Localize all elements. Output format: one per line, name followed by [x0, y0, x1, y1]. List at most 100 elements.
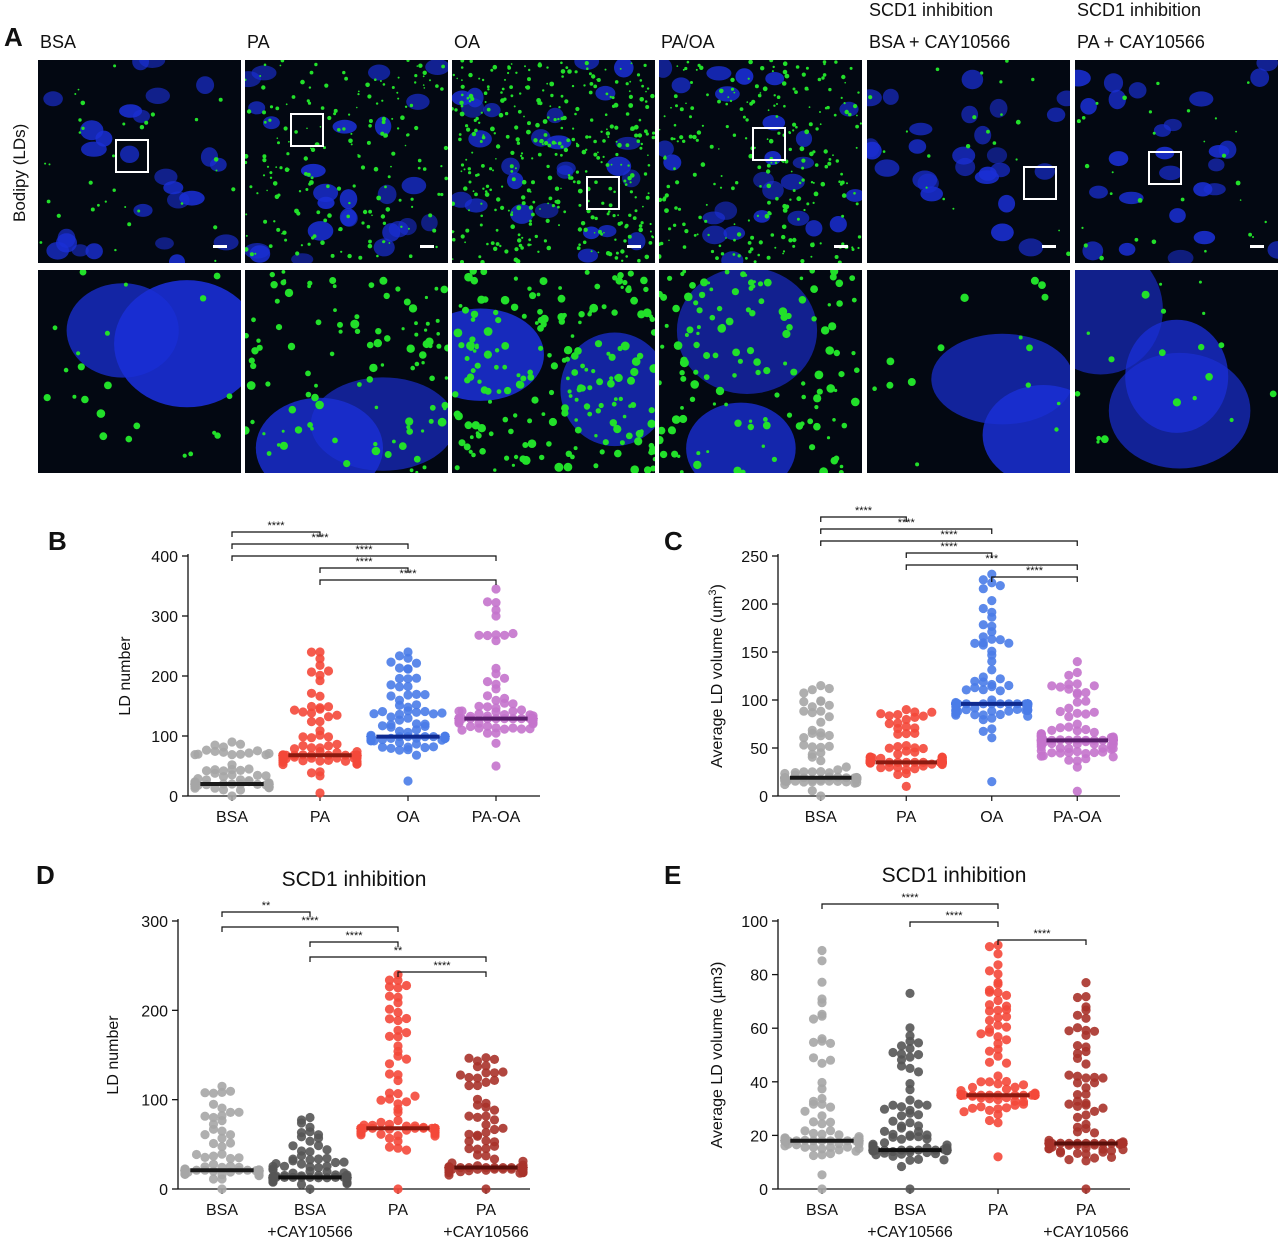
data-point: [1081, 1089, 1091, 1099]
lipid-droplet: [748, 279, 755, 286]
lipid-droplet: [88, 180, 93, 185]
nucleus: [300, 163, 326, 178]
lipid-droplet: [518, 243, 523, 248]
data-point: [386, 657, 396, 667]
data-point: [489, 1054, 500, 1064]
lipid-droplet: [124, 206, 127, 208]
column-label-line1: SCD1 inhibition: [1077, 0, 1202, 20]
lipid-droplet: [400, 115, 405, 120]
data-point: [474, 709, 484, 719]
data-point: [854, 1143, 864, 1154]
lipid-droplet: [371, 446, 381, 456]
lipid-droplet: [798, 296, 807, 304]
data-point: [440, 732, 450, 742]
lipid-droplet: [905, 130, 908, 133]
data-point: [217, 1116, 227, 1126]
data-point: [464, 1129, 474, 1139]
lipid-droplet: [350, 143, 353, 146]
lipid-droplet: [717, 99, 721, 104]
lipid-droplet: [788, 147, 792, 152]
lipid-droplet: [857, 91, 860, 94]
lipid-droplet: [786, 324, 793, 331]
data-point: [799, 706, 809, 716]
lipid-droplet: [682, 245, 687, 249]
data-point: [315, 788, 325, 798]
data-point: [816, 681, 826, 691]
lipid-droplet: [284, 167, 290, 172]
significance-bracket: [821, 903, 999, 909]
data-point: [790, 768, 800, 778]
lipid-droplet: [645, 195, 650, 200]
lipid-droplet: [326, 184, 330, 189]
lipid-droplet: [625, 223, 629, 228]
data-point: [799, 740, 809, 750]
lipid-droplet: [1247, 81, 1250, 84]
data-point: [808, 1117, 819, 1127]
lipid-droplet: [458, 342, 465, 349]
data-point: [913, 1038, 924, 1048]
lipid-droplet: [679, 107, 684, 112]
lipid-droplet: [586, 67, 589, 70]
lipid-droplet: [833, 388, 838, 393]
lipid-droplet: [614, 238, 617, 241]
lipid-droplet: [417, 158, 422, 163]
lipid-droplet: [383, 133, 388, 138]
lipid-droplet: [568, 176, 572, 180]
lipid-droplet: [799, 276, 804, 281]
lipid-droplet: [469, 60, 473, 63]
data-point: [235, 749, 246, 759]
micrograph-zoom: [452, 270, 655, 473]
lipid-droplet: [677, 207, 682, 211]
lipid-droplet: [423, 87, 426, 89]
lipid-droplet: [510, 213, 514, 217]
lipid-droplet: [320, 106, 325, 110]
column-label: PA: [247, 32, 270, 52]
lipid-droplet: [425, 337, 434, 346]
nucleus: [702, 225, 728, 245]
lipid-droplet: [482, 296, 489, 303]
lipid-droplet: [480, 111, 483, 114]
lipid-droplet: [489, 167, 493, 171]
data-point: [411, 658, 422, 668]
data-point: [1081, 1184, 1091, 1194]
data-point: [825, 1149, 836, 1159]
y-tick-label: 150: [741, 645, 768, 662]
data-point: [472, 1131, 483, 1141]
lipid-droplet: [644, 100, 648, 103]
data-point: [411, 719, 422, 729]
lipid-droplet: [470, 368, 476, 374]
data-point: [1089, 1072, 1100, 1082]
lipid-droplet: [280, 60, 285, 63]
lipid-droplet: [588, 72, 592, 76]
lipid-droplet: [590, 118, 594, 122]
lipid-droplet: [558, 106, 561, 109]
significance-bracket: [309, 941, 399, 947]
data-point: [1089, 1026, 1100, 1036]
lipid-droplet: [853, 104, 858, 109]
data-point: [288, 1154, 298, 1164]
data-point: [235, 785, 246, 795]
lipid-droplet: [588, 310, 593, 314]
data-point: [482, 691, 493, 701]
data-point: [208, 1099, 219, 1109]
data-point: [454, 714, 464, 724]
data-point: [967, 1103, 978, 1113]
lipid-droplet: [648, 241, 653, 245]
lipid-droplet: [808, 106, 811, 108]
lipid-droplet: [806, 202, 810, 206]
data-point: [464, 1081, 474, 1091]
lipid-droplet: [522, 442, 529, 448]
lipid-droplet: [598, 402, 604, 409]
data-point: [1106, 1146, 1117, 1156]
data-point: [824, 730, 834, 741]
lipid-droplet: [628, 213, 632, 217]
lipid-droplet: [485, 184, 490, 188]
lipid-droplet: [629, 190, 633, 194]
lipid-droplet: [48, 163, 51, 166]
data-point: [315, 703, 325, 713]
lipid-droplet: [679, 135, 684, 140]
lipid-droplet: [690, 81, 693, 84]
data-point: [428, 742, 439, 752]
data-point: [200, 1130, 210, 1140]
lipid-droplet: [627, 376, 635, 385]
